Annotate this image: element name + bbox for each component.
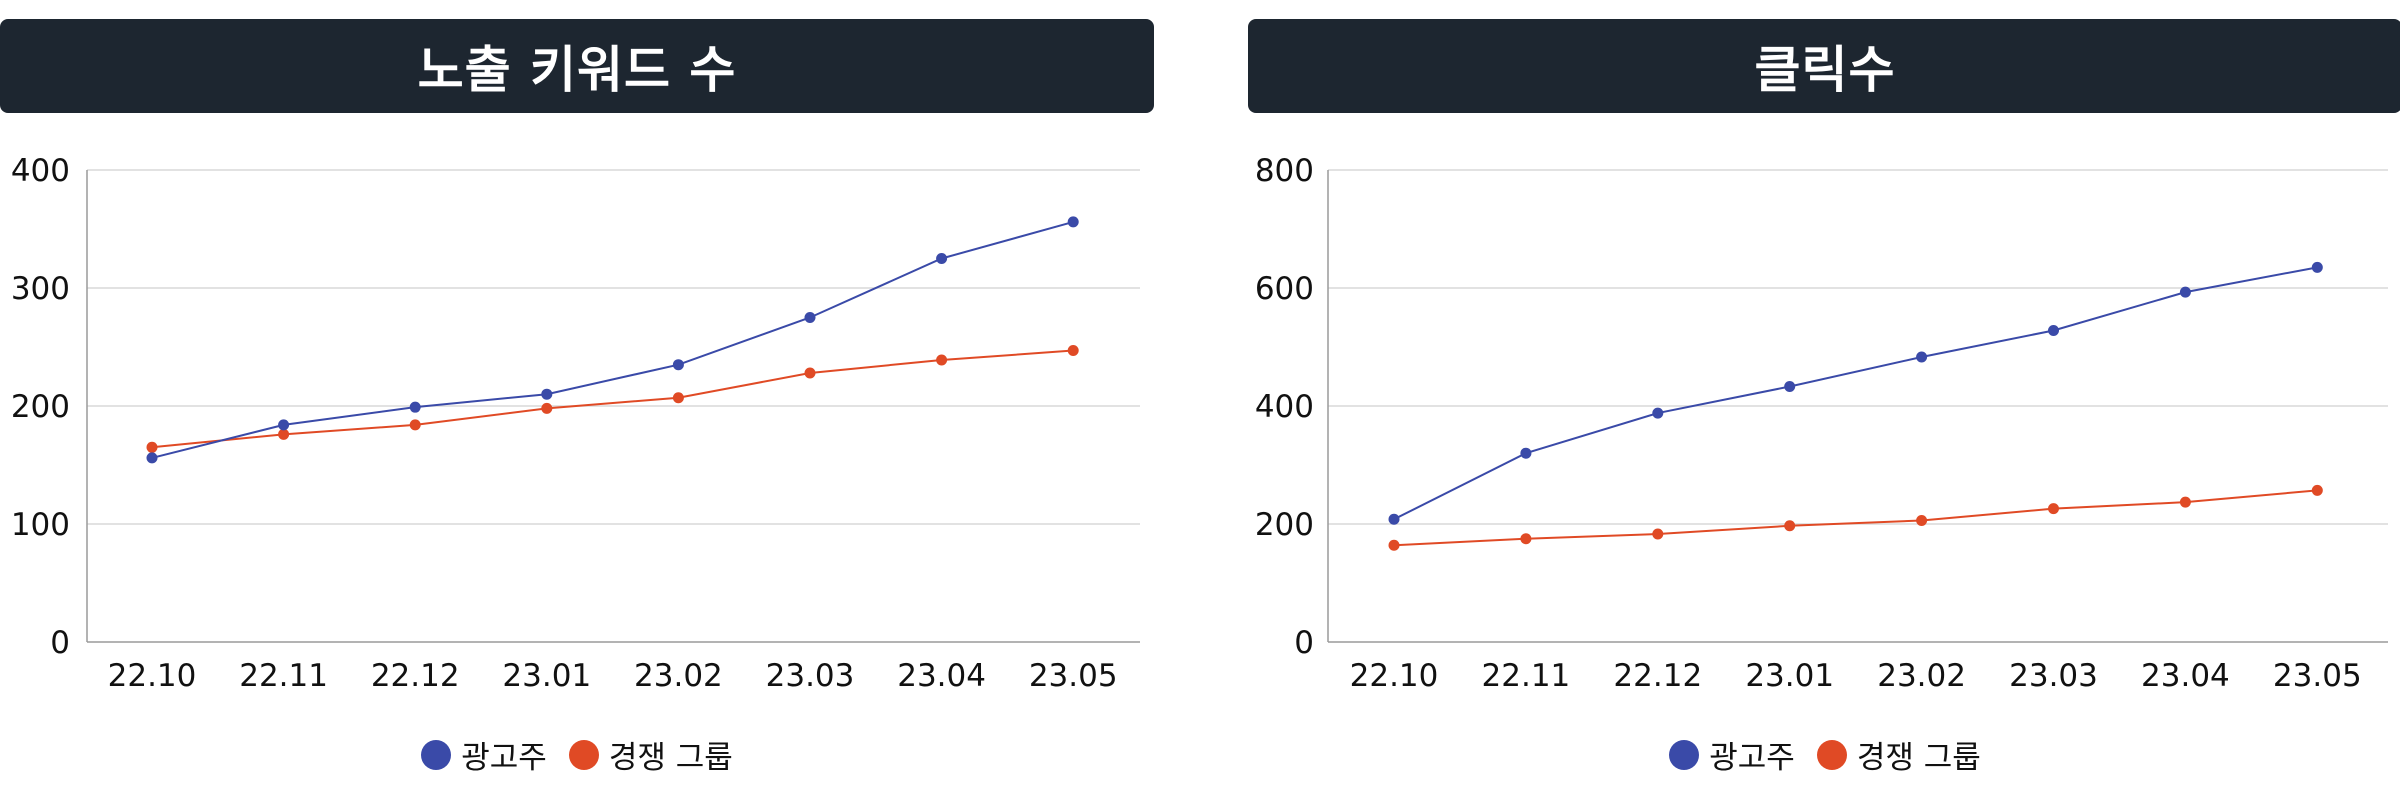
data-point xyxy=(672,392,684,404)
chart-title: 클릭수 xyxy=(1248,19,2400,113)
x-tick-label: 22.12 xyxy=(1613,658,1702,694)
data-point xyxy=(2311,261,2323,273)
data-point xyxy=(278,428,290,440)
y-tick-label: 0 xyxy=(1294,625,1314,661)
x-tick-label: 23.04 xyxy=(2141,658,2230,694)
data-point xyxy=(1520,533,1532,545)
data-point xyxy=(2048,324,2059,336)
x-tick-label: 23.01 xyxy=(502,658,591,694)
data-point xyxy=(541,402,553,414)
legend-label: 경쟁 그룹 xyxy=(608,740,733,776)
data-point xyxy=(1784,381,1796,393)
data-point xyxy=(1652,528,1664,540)
x-tick-label: 23.03 xyxy=(766,658,855,694)
chart-legend: 광고주 경쟁 그룹 xyxy=(1248,732,2400,777)
series-line xyxy=(1393,489,2318,547)
data-point xyxy=(936,253,948,264)
series-line xyxy=(1393,266,2318,521)
chart-title: 노출 키워드 수 xyxy=(0,19,1154,113)
legend-item-competitor[interactable]: 경쟁 그룹 xyxy=(1816,732,1981,777)
data-point xyxy=(1520,447,1532,459)
data-point xyxy=(936,354,948,366)
x-tick-label: 22.11 xyxy=(1482,658,1571,694)
data-point xyxy=(2048,503,2059,515)
data-point xyxy=(2179,286,2191,298)
data-point xyxy=(1067,216,1079,228)
legend-label: 경쟁 그룹 xyxy=(1856,740,1981,776)
legend-item-advertiser[interactable]: 광고주 xyxy=(421,732,547,777)
y-tick-label: 200 xyxy=(1255,507,1314,543)
legend-dot-icon xyxy=(1669,739,1700,770)
x-tick-label: 23.04 xyxy=(897,658,986,694)
chart-legend: 광고주 경쟁 그룹 xyxy=(0,732,1154,777)
y-tick-label: 800 xyxy=(1255,153,1314,189)
data-point xyxy=(1388,539,1400,551)
data-point xyxy=(541,388,553,400)
data-point xyxy=(1388,513,1400,525)
data-point xyxy=(278,419,290,431)
data-point xyxy=(2179,496,2191,508)
y-tick-label: 300 xyxy=(11,271,70,307)
y-tick-label: 100 xyxy=(11,507,70,543)
data-point xyxy=(146,452,158,464)
series-line xyxy=(151,220,1074,459)
x-tick-label: 22.11 xyxy=(239,658,328,694)
x-tick-label: 23.05 xyxy=(1029,658,1118,694)
series-line xyxy=(151,349,1074,449)
data-point xyxy=(804,312,816,323)
data-point xyxy=(146,441,158,453)
data-point xyxy=(2311,484,2323,496)
line-chart-impressions: 0 100 200 300 400 22.10 22.11 22.12 23.01 23.02 23… xyxy=(11,153,1140,694)
data-point xyxy=(804,367,816,379)
legend-dot-icon xyxy=(421,739,452,770)
data-point xyxy=(1067,345,1079,357)
y-tick-label: 400 xyxy=(1255,389,1314,425)
y-tick-label: 200 xyxy=(11,389,70,425)
y-tick-label: 400 xyxy=(11,153,70,189)
data-point xyxy=(1784,520,1796,532)
data-point xyxy=(409,401,421,413)
x-tick-label: 23.02 xyxy=(1877,658,1966,694)
chart-panel-clicks: 클릭수 0 200 400 600 800 22.10 22.11 22.12 23.01 23.… xyxy=(1248,0,2400,800)
line-chart-clicks: 0 200 400 600 800 22.10 22.11 22.12 23.01 23.02 23… xyxy=(1255,153,2388,694)
x-tick-label: 23.02 xyxy=(634,658,723,694)
legend-dot-icon xyxy=(568,739,599,770)
chart-panel-impressions: 노출 키워드 수 0 100 200 300 400 22.10 22.11 22.12 23.… xyxy=(0,0,1154,800)
data-point xyxy=(1916,351,1928,363)
legend-dot-icon xyxy=(1816,739,1847,770)
data-point xyxy=(1652,407,1664,419)
data-point xyxy=(409,419,421,431)
y-tick-label: 600 xyxy=(1255,271,1314,307)
x-tick-label: 22.10 xyxy=(108,658,197,694)
data-point xyxy=(1916,514,1928,526)
legend-label: 광고주 xyxy=(1709,740,1795,776)
y-tick-label: 0 xyxy=(50,625,70,661)
legend-item-competitor[interactable]: 경쟁 그룹 xyxy=(568,732,733,777)
legend-item-advertiser[interactable]: 광고주 xyxy=(1669,732,1795,777)
x-tick-label: 23.05 xyxy=(2273,658,2362,694)
data-point xyxy=(672,359,684,371)
x-tick-label: 23.01 xyxy=(1745,658,1834,694)
x-tick-label: 22.12 xyxy=(371,658,460,694)
x-tick-label: 22.10 xyxy=(1350,658,1439,694)
x-tick-label: 23.03 xyxy=(2009,658,2098,694)
legend-label: 광고주 xyxy=(461,740,547,776)
